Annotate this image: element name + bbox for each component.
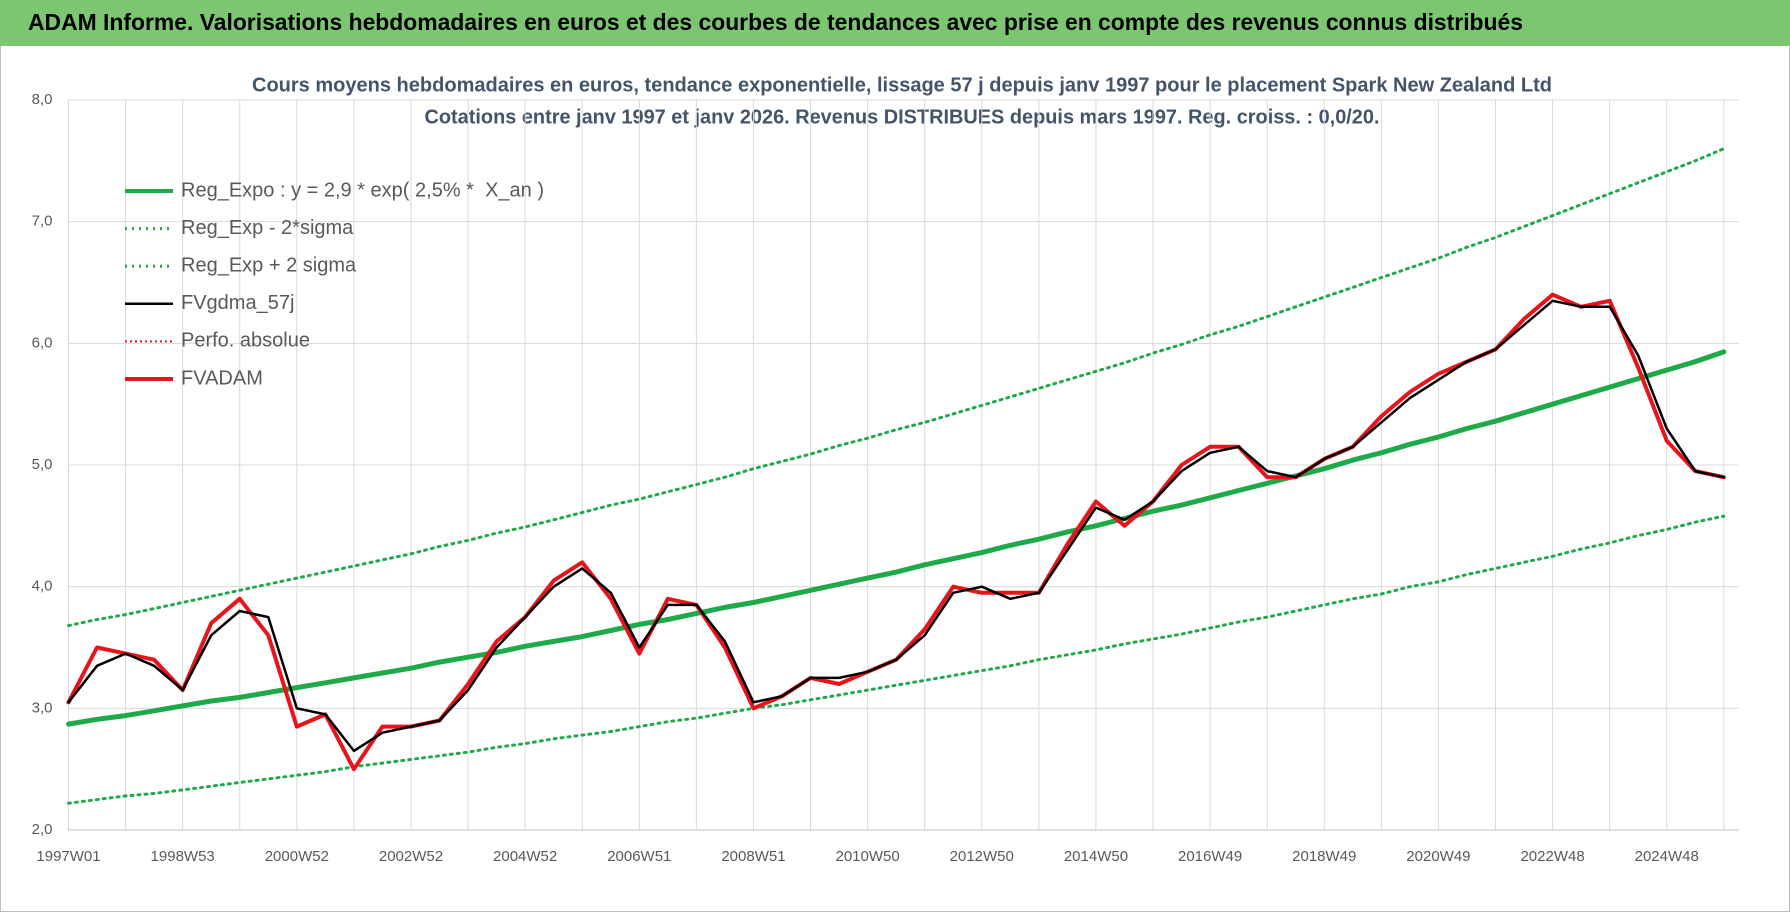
series-line [67,514,1726,805]
series-line [66,349,1727,727]
legend-label: Reg_Exp + 2 sigma [181,254,357,276]
legend-label: Reg_Exp - 2*sigma [181,217,354,239]
x-tick-label: 1997W01 [36,848,100,865]
y-tick-label: 4,0 [32,578,53,595]
x-tick-label: 2014W50 [1064,848,1128,865]
x-tick-label: 2000W52 [265,848,329,865]
x-tick-label: 2022W48 [1520,848,1584,865]
series-line [67,147,1726,628]
x-tick-label: 2016W49 [1178,848,1242,865]
x-tick-label: 2018W49 [1292,848,1356,865]
legend-label: Perfo. absolue [181,330,310,352]
plot [66,147,1727,805]
x-tick-label: 2020W49 [1406,848,1470,865]
y-tick-label: 7,0 [32,213,53,230]
grid: 2,0 3,0 4,0 5,0 6,0 7,0 8,0 1997W01 1998W53 2000W… [32,91,1739,865]
y-tick-label: 3,0 [32,699,53,716]
legend-label: FVADAM [181,367,263,389]
chart-subtitle: Cotations entre janv 1997 et janv 2026. … [425,106,1380,128]
y-tick-label: 6,0 [32,334,53,351]
x-tick-label: 2024W48 [1635,848,1699,865]
x-tick-label: 2008W51 [721,848,785,865]
legend-label: Reg_Expo : y = 2,9 * exp( 2,5% * X_an ) [181,179,544,201]
y-tick-label: 5,0 [32,456,53,473]
x-tick-label: 2006W51 [607,848,671,865]
x-tick-label: 2010W50 [836,848,900,865]
y-tick-label: 8,0 [32,91,53,108]
x-tick-label: 1998W53 [151,848,215,865]
x-tick-label: 2012W50 [950,848,1014,865]
header-title: ADAM Informe. Valorisations hebdomadaire… [28,9,1523,35]
y-tick-label: 2,0 [32,821,53,838]
header-bar [0,0,1790,46]
chart-title: Cours moyens hebdomadaires en euros, ten… [252,74,1552,96]
series-line [67,299,1726,753]
x-tick-label: 2002W52 [379,848,443,865]
x-tick-label: 2004W52 [493,848,557,865]
legend-label: FVgdma_57j [181,292,294,314]
legend: Reg_Expo : y = 2,9 * exp( 2,5% * X_an ) R… [125,179,544,389]
